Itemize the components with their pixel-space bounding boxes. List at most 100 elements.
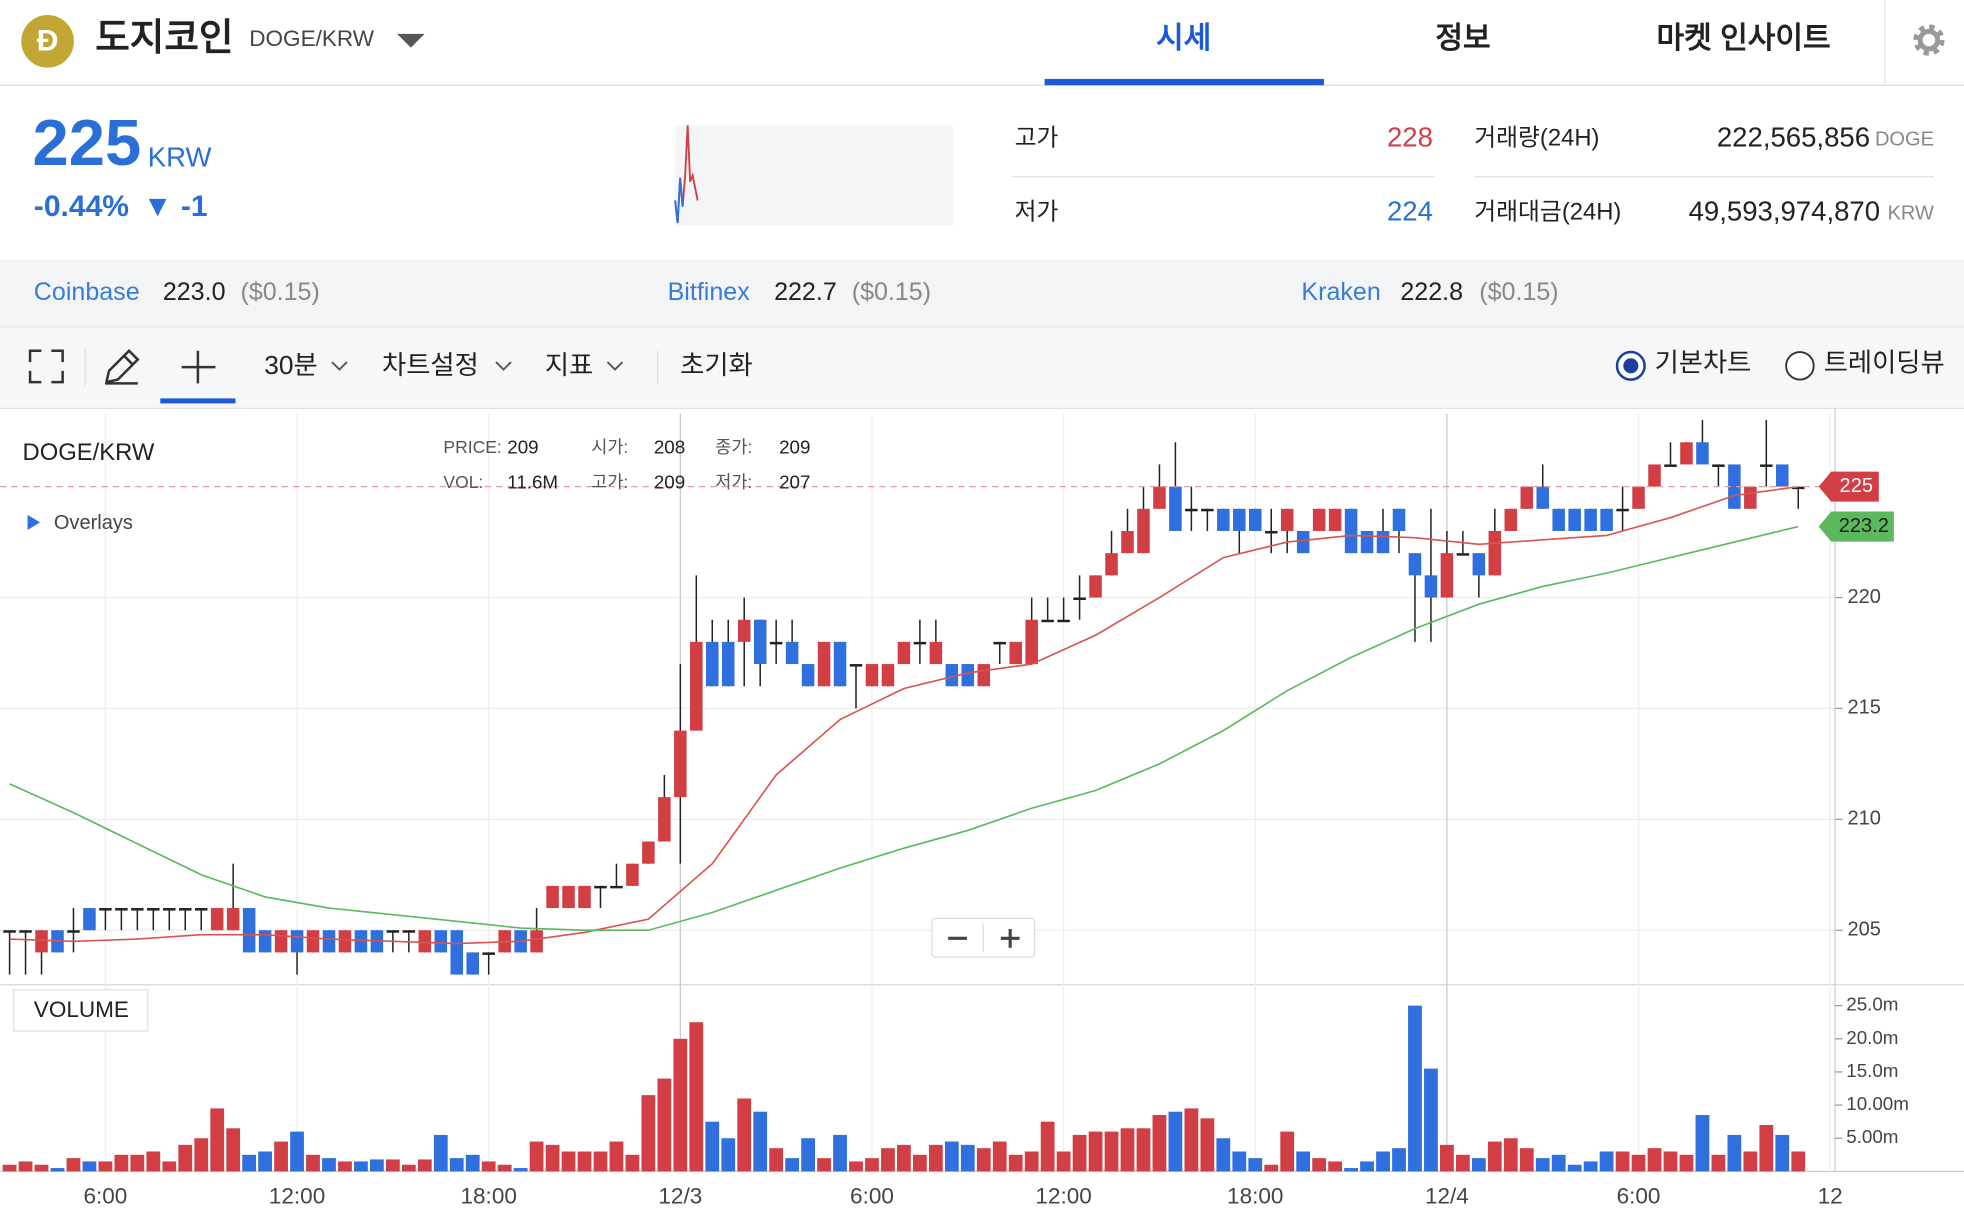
exchange-usd: ($0.15)	[240, 278, 319, 306]
chart-settings[interactable]: 차트설정	[382, 350, 479, 380]
x-tick-label: 12:00	[269, 1184, 325, 1209]
candle-body	[274, 930, 288, 953]
volume-bar	[1631, 1154, 1646, 1172]
candle-body	[354, 930, 368, 953]
volume-bar	[1216, 1138, 1231, 1172]
volume-bar	[1200, 1118, 1215, 1172]
volume-bar	[1088, 1131, 1103, 1172]
gear-teeth	[1913, 24, 1945, 56]
x-tick-label: 18:00	[1227, 1184, 1283, 1209]
exchange-name: Bitfinex	[668, 278, 751, 306]
ma-tag-label: 223.2	[1839, 515, 1889, 537]
volume-bar	[417, 1159, 432, 1172]
candle-body	[1744, 486, 1757, 509]
candle-body	[19, 930, 32, 933]
candle-body	[1089, 575, 1102, 598]
coin-logo	[21, 15, 74, 68]
tab[interactable]: 정보	[1435, 22, 1490, 55]
chevron	[606, 361, 624, 371]
candle-body	[226, 908, 240, 931]
candle-body	[1648, 464, 1661, 487]
volume-bar	[1392, 1148, 1406, 1172]
candle-body	[178, 908, 192, 911]
volume-bar	[114, 1154, 129, 1172]
candle-body	[578, 885, 591, 909]
candle-body	[1456, 553, 1470, 556]
volume-bar	[529, 1141, 544, 1172]
volume-bar	[1487, 1141, 1502, 1172]
candle-body	[1376, 530, 1390, 554]
volume-bar	[944, 1141, 959, 1172]
candle-body	[1121, 530, 1134, 554]
volume-bar	[960, 1144, 975, 1172]
candle-body	[1776, 464, 1789, 487]
candle-body	[801, 664, 815, 687]
candle-body	[721, 641, 735, 687]
zoom-in[interactable]	[1000, 928, 1020, 948]
volume-bar	[50, 1168, 65, 1172]
candle-body	[562, 885, 575, 909]
volume-bar	[290, 1131, 304, 1172]
chart-mode[interactable]: 트레이딩뷰	[1824, 348, 1945, 378]
volume-bar	[545, 1144, 560, 1172]
x-tick-label: 6:00	[850, 1184, 894, 1209]
volume-bar	[1312, 1158, 1327, 1172]
radio[interactable]	[1785, 351, 1815, 381]
stat-label: 거래량(24H)	[1474, 124, 1599, 151]
volume-bar	[1296, 1151, 1311, 1172]
stat-value: 49,593,974,870	[1689, 195, 1880, 226]
candle-body	[1169, 486, 1182, 531]
volume-bar	[226, 1128, 241, 1172]
tab[interactable]: 마켓 인사이트	[1656, 22, 1830, 55]
volume-bar	[66, 1158, 81, 1172]
indicators[interactable]: 지표	[545, 350, 593, 380]
candle-body	[1296, 530, 1310, 554]
exchange-name: Kraken	[1301, 278, 1380, 306]
settings-gear[interactable]	[1913, 24, 1945, 56]
chart-title: DOGE/KRW	[23, 439, 155, 466]
chart-mode[interactable]: 기본차트	[1655, 348, 1752, 378]
reset-button[interactable]: 초기화	[680, 350, 753, 380]
candle-body	[386, 930, 400, 933]
sparkline-box	[675, 125, 954, 226]
volume-bar	[849, 1161, 863, 1172]
volume-bar	[1328, 1161, 1343, 1172]
volume-bar	[258, 1151, 272, 1172]
overlays-toggle[interactable]	[27, 514, 41, 530]
legend-value: 208	[654, 436, 685, 457]
candle-body	[210, 908, 224, 931]
draw-button[interactable]	[104, 349, 140, 385]
candle-body	[306, 930, 320, 953]
radio-dot	[1623, 358, 1639, 374]
candle-body	[594, 885, 607, 889]
candle-body	[658, 797, 671, 842]
candle-body	[1424, 575, 1438, 598]
pair-dropdown[interactable]	[397, 33, 425, 48]
volume-bar	[1120, 1128, 1135, 1172]
volume-bar	[1280, 1131, 1295, 1172]
overlays-label[interactable]: Overlays	[54, 512, 133, 534]
x-tick-label: 6:00	[1617, 1184, 1661, 1209]
legend-value: 209	[507, 436, 538, 457]
volume-bar	[1551, 1154, 1566, 1172]
fullscreen-button[interactable]	[28, 349, 64, 384]
volume-bar	[210, 1108, 225, 1172]
vol-tick-label: 20.0m	[1846, 1027, 1898, 1048]
candle-body	[674, 730, 687, 798]
volume-bar	[1583, 1161, 1598, 1172]
candle-body	[67, 930, 80, 933]
candle-body	[83, 908, 96, 931]
crosshair-button[interactable]	[181, 350, 216, 384]
tab-active[interactable]: 시세	[1156, 22, 1211, 55]
sparkline-down	[674, 177, 684, 224]
candle-body	[1488, 530, 1502, 576]
candle-body	[1360, 530, 1374, 554]
volume-bar	[401, 1164, 416, 1172]
candle-body	[961, 664, 975, 687]
exchange-usd: ($0.15)	[852, 278, 931, 306]
legend-value: 209	[654, 472, 685, 493]
volume-bar	[18, 1161, 33, 1172]
candle-body	[1632, 486, 1645, 509]
volume-bar	[1599, 1151, 1614, 1172]
interval-select[interactable]: 30분	[264, 350, 317, 380]
